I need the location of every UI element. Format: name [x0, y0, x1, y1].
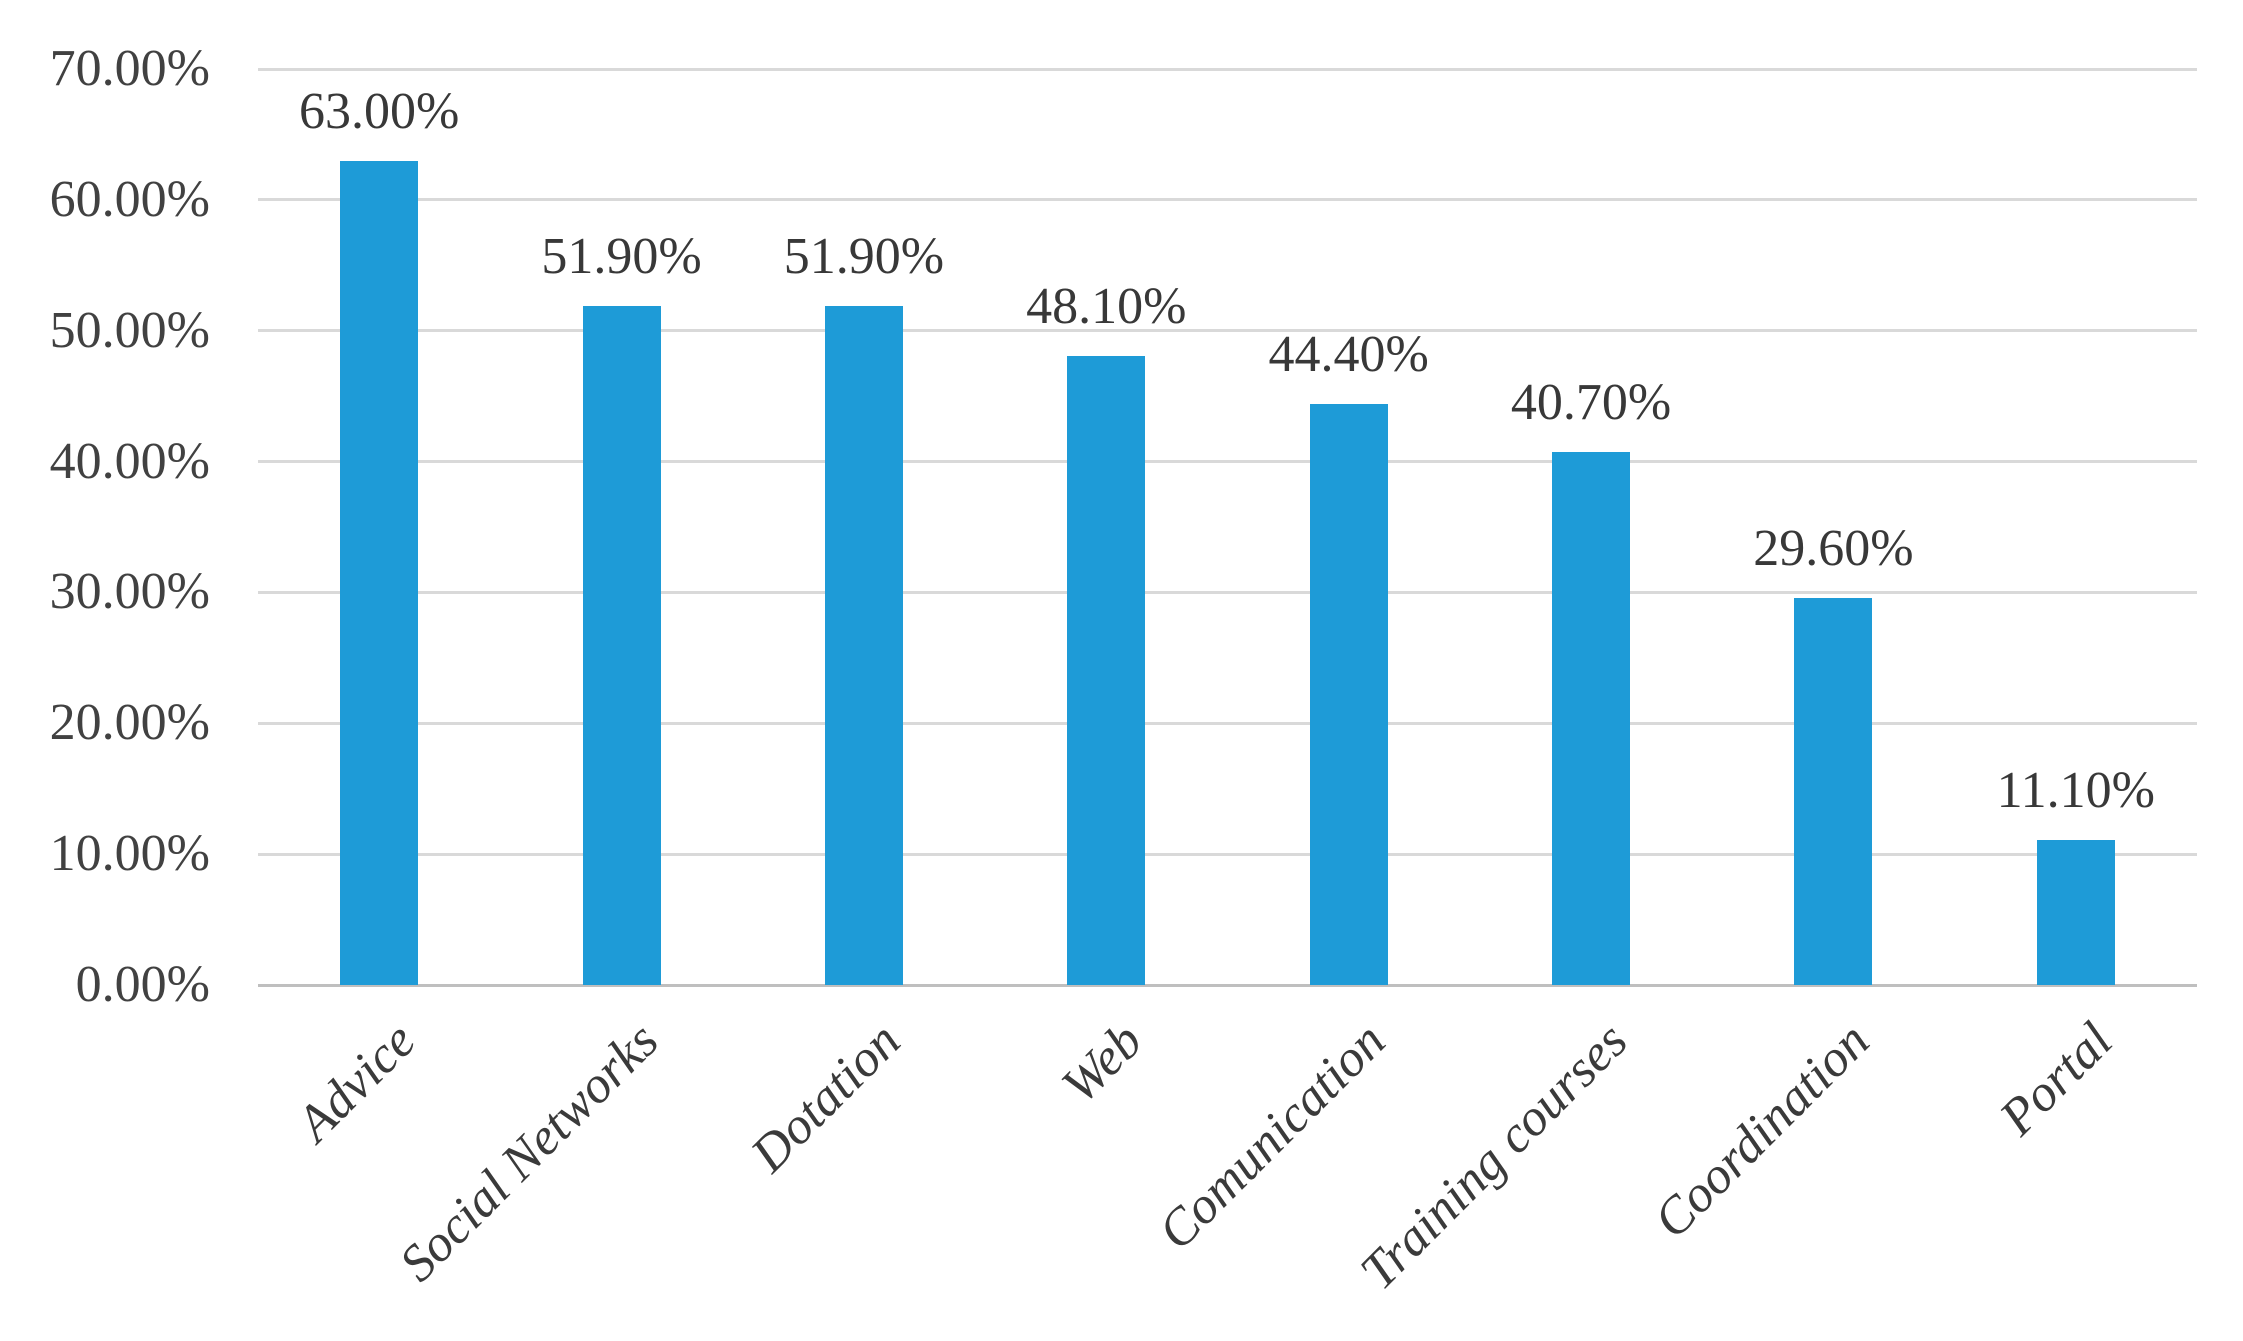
y-axis-tick-label: 50.00% [49, 301, 210, 359]
bar-value-label: 63.00% [299, 82, 460, 140]
y-axis-tick-label: 70.00% [49, 40, 210, 97]
bar [1794, 597, 1873, 985]
y-axis-tick-label: 20.00% [49, 694, 210, 752]
bar-value-label: 44.40% [1268, 325, 1429, 383]
x-axis-line [258, 983, 2197, 987]
bar [1067, 355, 1146, 985]
gridline [258, 590, 2197, 594]
y-axis-tick-label: 10.00% [49, 825, 210, 883]
bar-value-label: 11.10% [1996, 761, 2155, 819]
bar [824, 305, 903, 985]
y-axis-tick-label: 40.00% [49, 432, 210, 490]
bar [582, 305, 661, 985]
bar-value-label: 40.70% [1510, 374, 1672, 432]
y-axis-tick-label: 30.00% [49, 563, 210, 621]
y-axis-tick-label: 0.00% [75, 956, 210, 1013]
bar-value-label: 29.60% [1753, 519, 1914, 577]
bar-value-label: 51.90% [783, 227, 945, 285]
gridline [258, 67, 2197, 71]
gridline [258, 198, 2197, 202]
bar [1309, 403, 1388, 985]
bar-value-label: 48.10% [1026, 277, 1187, 335]
x-axis-category-label: Portal [1988, 1012, 2124, 1147]
y-axis-tick-label: 60.00% [49, 170, 210, 228]
bar-value-label: 51.90% [541, 227, 702, 285]
gridline [258, 329, 2197, 333]
gridline [258, 852, 2197, 856]
bar [2036, 839, 2115, 985]
gridline [258, 721, 2197, 725]
gridline [258, 460, 2197, 464]
bar [1552, 452, 1631, 985]
bar [340, 160, 419, 985]
